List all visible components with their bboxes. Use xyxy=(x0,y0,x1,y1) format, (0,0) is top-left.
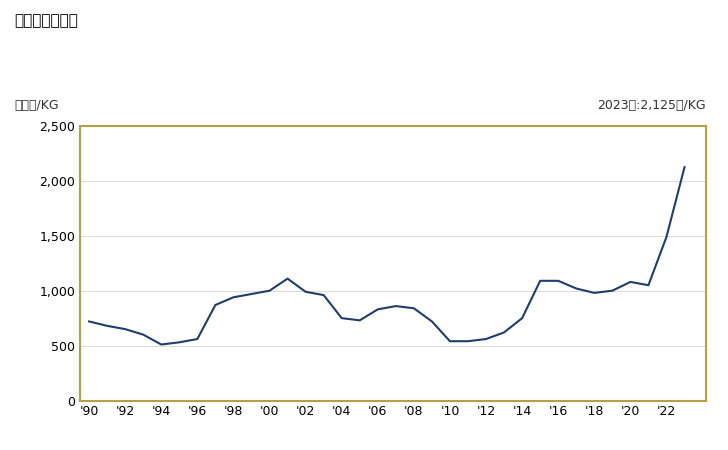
Text: 単位円/KG: 単位円/KG xyxy=(15,99,59,112)
Text: 2023年:2,125円/KG: 2023年:2,125円/KG xyxy=(598,99,706,112)
Text: 輸入価格の推移: 輸入価格の推移 xyxy=(15,14,79,28)
